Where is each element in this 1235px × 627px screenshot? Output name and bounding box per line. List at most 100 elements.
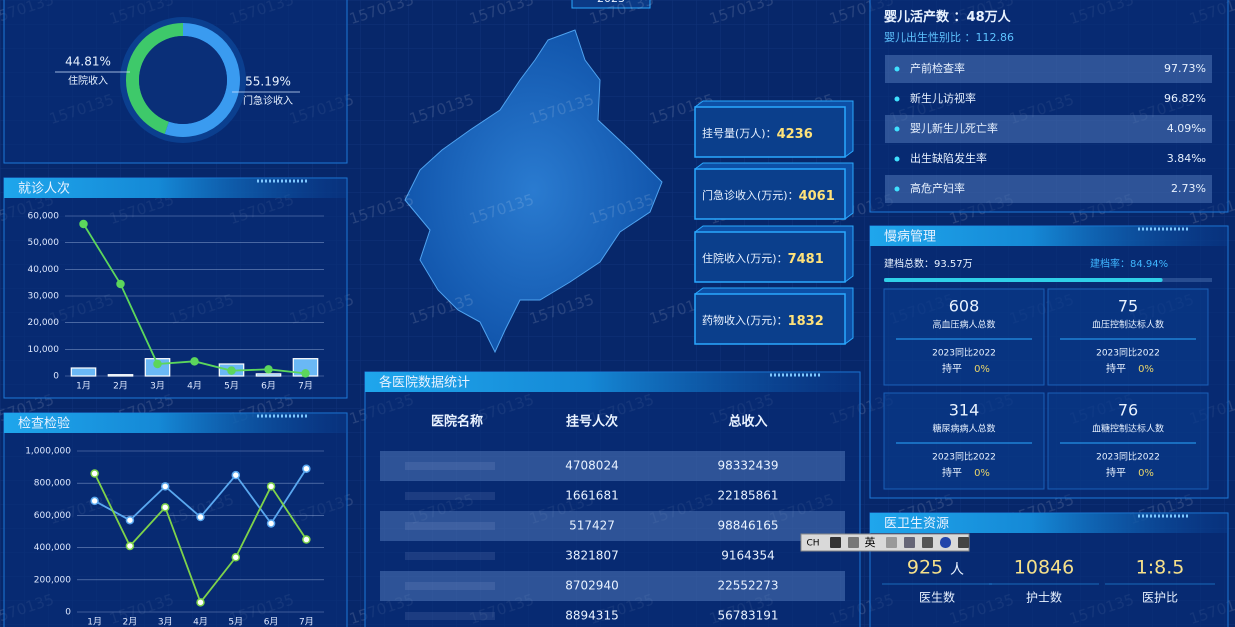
x-tick-label: 7月 <box>298 381 313 392</box>
table-cell: 9164354 <box>721 549 774 563</box>
point <box>190 357 199 366</box>
card-value: 608 <box>949 297 980 316</box>
panel-header <box>365 372 860 392</box>
rate-label: 建档率： <box>1090 257 1130 270</box>
blurred-name <box>405 492 495 500</box>
x-tick-label: 3月 <box>158 617 173 627</box>
ime-icon <box>940 537 951 548</box>
resource-value: 10846 <box>1014 557 1074 579</box>
bar <box>255 373 282 377</box>
y-tick-label: 600,000 <box>34 511 71 521</box>
stat-label: 挂号量(万人)： <box>702 126 777 140</box>
year: 2023 <box>597 0 625 5</box>
total-value: 93.57万 <box>934 259 973 270</box>
donut-hole <box>139 36 227 124</box>
x-tick-label: 2月 <box>113 381 128 392</box>
ime-icon <box>904 537 915 548</box>
slice-value: 44.81% <box>65 55 111 69</box>
ratio-label: 婴儿出生性别比 ： <box>884 30 976 44</box>
card <box>1047 288 1209 386</box>
panel <box>3 177 348 399</box>
stat: 药物收入(万元)：1832 <box>702 313 824 329</box>
point <box>231 470 241 480</box>
card-trend: 持平 <box>942 466 962 479</box>
point <box>266 482 276 491</box>
stat: 住院收入(万元)：7481 <box>702 251 824 267</box>
panel-title: 就诊人次 <box>18 181 70 197</box>
y-tick-label: 60,000 <box>28 212 60 222</box>
y-tick-label: 400,000 <box>34 543 71 553</box>
point <box>301 369 310 378</box>
row-band <box>885 55 1212 83</box>
item-name: 出生缺陷发生率 <box>910 151 987 165</box>
resource-value: 1:8.5 <box>1136 557 1185 579</box>
stat-label: 住院收入(万元)： <box>702 251 788 265</box>
point <box>231 553 241 562</box>
ratio-value: 112.86 <box>976 31 1015 44</box>
ime-lang: CH <box>806 539 819 549</box>
blurred-name <box>405 522 495 530</box>
item-value: 97.73% <box>1164 62 1206 75</box>
x-tick-label: 2月 <box>123 617 138 627</box>
total-label: 建档总数： <box>884 257 934 270</box>
archive-total: 建档总数：93.57万 <box>884 257 973 270</box>
stat-box <box>694 231 846 283</box>
panel-header <box>4 413 347 433</box>
x-tick-label: 7月 <box>299 617 314 627</box>
sex-ratio: 婴儿出生性别比 ：112.86 <box>884 30 1014 44</box>
x-tick-label: 1月 <box>87 617 102 627</box>
bullet <box>894 66 900 72</box>
y-tick-label: 20,000 <box>28 318 60 328</box>
item-name: 新生儿访视率 <box>910 91 976 105</box>
point <box>264 365 273 374</box>
y-tick-label: 30,000 <box>28 292 60 302</box>
item-name: 婴儿新生儿死亡率 <box>910 121 998 135</box>
table-header: 总收入 <box>728 414 767 430</box>
y-tick-label: 10,000 <box>28 345 60 355</box>
point <box>160 482 170 491</box>
y-tick-label: 200,000 <box>34 575 71 585</box>
bullet <box>894 156 900 162</box>
region-map <box>404 29 663 354</box>
x-tick-label: 3月 <box>150 381 165 392</box>
stat-value: 4236 <box>777 127 813 142</box>
point <box>196 598 205 607</box>
item-name: 高危产妇率 <box>910 181 965 195</box>
ime-icon <box>922 537 933 548</box>
slice-label: 门急诊收入 <box>243 94 293 107</box>
resource-label: 护士数 <box>1026 590 1062 605</box>
item-name: 产前检查率 <box>910 61 965 75</box>
card-trend: 持平 <box>942 362 962 375</box>
slice-value: 55.19% <box>245 75 291 89</box>
card <box>1047 392 1209 490</box>
archive-rate: 建档率：84.94% <box>1090 257 1168 270</box>
ime-icon <box>848 537 859 548</box>
blurred-name <box>405 552 495 560</box>
bullet <box>894 96 900 102</box>
point <box>196 512 205 522</box>
row-band <box>885 115 1212 143</box>
rate-value: 84.94% <box>1130 259 1168 270</box>
card-label: 糖尿病病人总数 <box>932 423 995 435</box>
y-tick-label: 40,000 <box>28 265 60 275</box>
card-change: 0% <box>974 364 990 375</box>
progress-bar <box>884 278 1163 282</box>
births-value: 48万人 <box>967 9 1012 25</box>
stat-value: 4061 <box>799 189 835 204</box>
x-tick-label: 6月 <box>261 381 276 392</box>
panel-title: 各医院数据统计 <box>379 375 470 391</box>
ime-icon <box>886 537 897 548</box>
card-trend: 持平 <box>1106 362 1126 375</box>
row-band <box>885 175 1212 203</box>
births: 婴儿活产数 ：48万人 <box>884 9 1012 25</box>
point <box>153 359 162 369</box>
panel-title: 慢病管理 <box>884 229 936 245</box>
point <box>125 515 135 525</box>
stat: 门急诊收入(万元)：4061 <box>702 188 835 204</box>
table-header: 医院名称 <box>431 414 483 430</box>
point <box>79 219 88 229</box>
x-tick-label: 4月 <box>193 617 208 627</box>
donut-slice <box>164 23 241 137</box>
point <box>302 535 311 544</box>
